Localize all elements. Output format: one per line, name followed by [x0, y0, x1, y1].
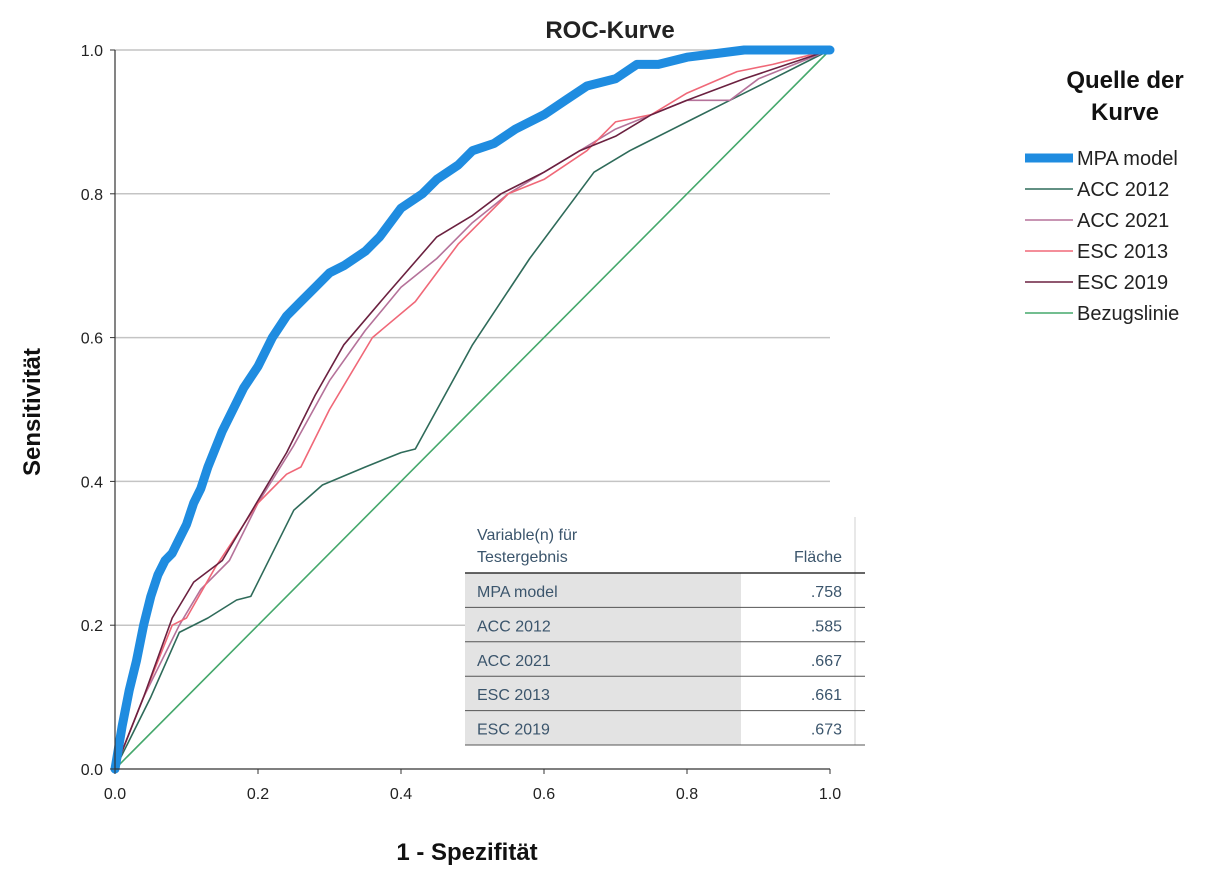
- y-tick-label-1: 0.2: [81, 618, 103, 635]
- area-table: Variable(n) für Testergebnis Fläche MPA …: [465, 517, 865, 745]
- legend-label-mpa-model: MPA model: [1077, 148, 1178, 170]
- chart-title: ROC-Kurve: [545, 17, 674, 44]
- x-tick-label-4: 0.8: [676, 786, 698, 803]
- x-tick-label-3: 0.6: [533, 786, 555, 803]
- y-tick-label-3: 0.6: [81, 331, 103, 348]
- x-tick-label-2: 0.4: [390, 786, 412, 803]
- area-table-value-esc-2013: .661: [811, 687, 842, 704]
- y-tick-label-2: 0.4: [81, 474, 103, 491]
- legend-label-esc-2019: ESC 2019: [1077, 272, 1168, 294]
- area-table-variable-acc-2012: ACC 2012: [477, 618, 551, 635]
- y-tick-label-0: 0.0: [81, 762, 103, 779]
- legend-items: MPA model ACC 2012 ACC 2021 ESC 2013 ESC 201…: [1025, 148, 1179, 325]
- area-table-variable-mpa-model: MPA model: [477, 584, 558, 601]
- legend-label-acc-2012: ACC 2012: [1077, 179, 1169, 201]
- legend-label-acc-2021: ACC 2021: [1077, 210, 1169, 232]
- area-table-value-esc-2019: .673: [811, 722, 842, 739]
- area-table-header-variable-line1: Variable(n) für: [477, 527, 578, 544]
- area-table-variable-acc-2021: ACC 2021: [477, 653, 551, 670]
- y-axis-title: Sensitivität: [19, 348, 46, 476]
- y-tick-label-4: 0.8: [81, 187, 103, 204]
- area-table-variable-esc-2019: ESC 2019: [477, 722, 550, 739]
- area-table-variable-esc-2013: ESC 2013: [477, 687, 550, 704]
- area-table-value-mpa-model: .758: [811, 584, 842, 601]
- legend-label-bezugslinie: Bezugslinie: [1077, 303, 1179, 325]
- x-tick-label-1: 0.2: [247, 786, 269, 803]
- area-table-value-acc-2021: .667: [811, 653, 842, 670]
- y-tick-label-5: 1.0: [81, 43, 103, 60]
- x-axis-title: 1 - Spezifität: [396, 839, 537, 866]
- legend: Quelle der Kurve MPA model ACC 2012 ACC 20…: [1025, 67, 1184, 325]
- legend-title-line1: Quelle der: [1066, 67, 1183, 94]
- area-table-value-acc-2012: .585: [811, 618, 842, 635]
- area-table-header-area: Fläche: [794, 549, 842, 566]
- legend-title-line2: Kurve: [1091, 99, 1159, 126]
- legend-label-esc-2013: ESC 2013: [1077, 241, 1168, 263]
- x-tick-label-5: 1.0: [819, 786, 841, 803]
- x-tick-label-0: 0.0: [104, 786, 126, 803]
- area-table-header-variable-line2: Testergebnis: [477, 549, 568, 566]
